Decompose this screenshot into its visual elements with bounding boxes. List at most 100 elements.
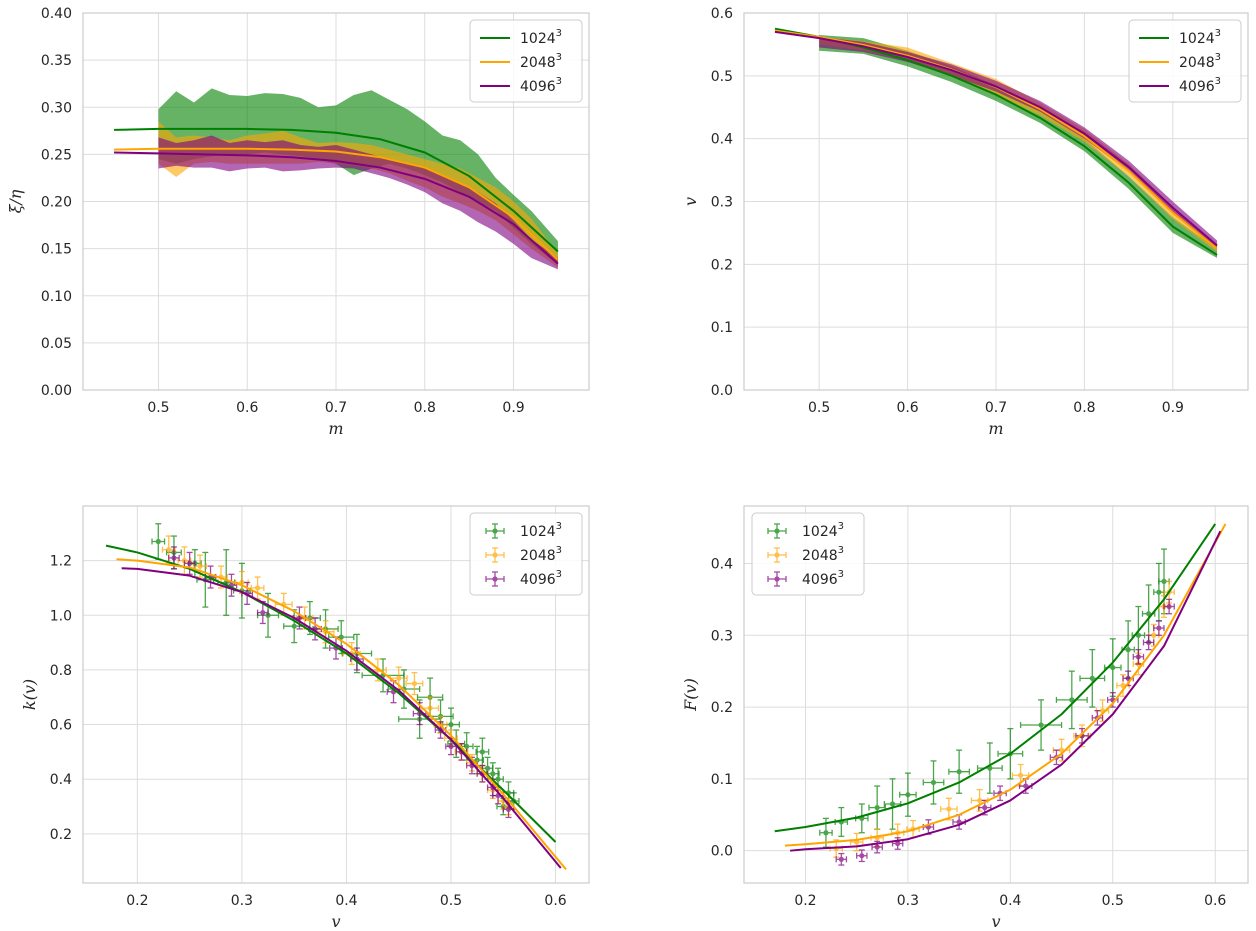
panel4-point-1024 [868,785,887,830]
panel4-marker-2048 [946,806,952,812]
panel4-legend-label: 20483 [802,545,844,564]
panel4-legend-label: 10243 [802,521,844,540]
panel4-point-4096 [856,849,868,863]
panel1-band-1024 [158,88,558,265]
panel3-legend-box [469,512,583,596]
panel4-marker-1024 [1089,675,1095,681]
panel3-legend-label: 10243 [520,521,562,540]
panel4-series-group [774,523,1227,866]
panel3-marker-2048 [427,705,433,711]
panel3-legend-label: 40963 [520,569,562,588]
panel2-frame [743,12,1249,391]
panel2-legend-label: 40963 [1179,76,1221,95]
panel1-y-tick-label: 0.20 [41,195,72,211]
panel3-y-tick-label: 0.4 [50,772,72,788]
panel2-y-axis-label: v [681,197,700,206]
panel4-marker-1024 [889,801,896,807]
panel3-marker-1024 [490,771,496,777]
panel1-legend-label: 10243 [520,28,562,47]
panel3-y-tick-label: 0.6 [50,718,72,734]
panel2-line-4096 [774,30,1218,247]
panel2-x-tick-label: 0.5 [808,400,830,416]
panel4-marker-4096 [1166,603,1172,610]
panel3-fit-2048 [116,558,567,870]
panel3-x-axis-label: v [331,912,340,931]
panel3-marker-1024 [479,749,485,755]
panel3-marker-4096 [260,609,266,616]
panel4-marker-4096 [982,805,988,811]
panel4-point-1024 [899,772,917,817]
panel4-x-tick-label: 0.6 [1204,893,1226,909]
panel4-point-1024 [922,760,945,805]
panel4-x-tick-label: 0.3 [897,893,919,909]
panel4-point-1024 [976,742,1003,794]
panel1-y-tick-label: 0.15 [41,242,72,258]
panel2-legend-label: 20483 [1179,52,1221,71]
panel3-marker-2048 [197,563,203,569]
panel1-y-tick-label: 0.35 [41,53,72,69]
panel4-marker-2048 [977,797,983,804]
panel3-x-tick-label: 0.2 [126,893,148,909]
panel2-x-axis-label: m [988,419,1003,438]
panel4-point-4096 [1153,620,1165,636]
panel3-marker-1024 [484,765,491,771]
panel4-marker-1024 [1161,578,1167,585]
panel4-legend-swatch [767,523,787,539]
panel3-legend-swatch [485,571,505,587]
panel4-point-4096 [993,785,1007,802]
panel4-marker-4096 [1146,639,1152,646]
panel4-fit-4096 [790,530,1222,852]
panel2-y-tick-label: 0.4 [711,132,733,148]
panel1-x-tick-label: 0.5 [147,400,169,416]
panel4-marker-1024 [1038,722,1044,728]
panel2-x-tick-label: 0.9 [1162,400,1184,416]
panel4-marker-4096 [1156,625,1162,631]
panel4-marker-4096 [838,856,844,862]
panel4-marker-1024 [1156,589,1162,595]
panel3-marker-2048 [166,547,172,553]
panel3-marker-1024 [338,634,344,640]
panel4-x-tick-label: 0.2 [794,893,816,909]
panel2-series-group [774,27,1218,259]
panel1-y-axis-label: ξ/η [6,189,25,213]
panel4-marker-1024 [1110,664,1116,671]
panel1-series-group [114,88,559,270]
panel4-y-tick-label: 0.0 [711,844,733,860]
panel4-marker-1024 [930,779,937,786]
panel2-y-tick-label: 0.6 [711,6,733,22]
panel4-point-1024 [1079,648,1106,708]
panel4-marker-4096 [895,840,901,847]
panel3-marker-2048 [254,585,261,591]
panel4-legend-label: 40963 [802,569,844,588]
panel3-x-tick-label: 0.6 [544,893,566,909]
panel1-line-4096 [114,151,559,265]
panel4-frame [743,505,1249,884]
panel4-marker-4096 [1135,654,1141,660]
panel2-legend: 10243 20483 40963 [1128,19,1242,103]
panel3-y-axis-label: k(v) [20,679,39,710]
panel4-point-4096 [1132,648,1145,665]
panel4-marker-4096 [859,853,865,859]
panel2-y-tick-label: 0.3 [711,195,733,211]
panel1-legend-box [469,19,583,103]
panel3-series-group [105,523,567,870]
panel3-y-tick-label: 0.8 [50,663,72,679]
panel-F-vs-v: 0.2 0.3 0.4 0.5 0.6 0.0 0.1 0.2 0.3 0.4 v F(v) 10243… [681,505,1249,931]
panel3-marker-4096 [171,555,177,561]
panel2-x-tick-label: 0.8 [1073,400,1095,416]
panel4-y-tick-label: 0.2 [711,700,733,716]
panel4-marker-4096 [874,844,880,850]
panel1-x-tick-label: 0.7 [325,400,347,416]
panel1-y-tick-label: 0.10 [41,289,72,305]
panel4-point-4096 [1142,634,1155,651]
panel3-x-tick-label: 0.3 [231,893,253,909]
panel4-point-4096 [835,852,848,866]
panel3-legend-swatch [485,547,505,563]
panel1-line-1024 [114,127,559,253]
panel4-fit-1024 [774,523,1217,833]
panel-xi-over-eta-vs-m: 0.5 0.6 0.7 0.8 0.9 0.00 0.05 0.10 0.15 0.20 0.25 0… [6,6,590,438]
panel1-x-tick-label: 0.6 [236,400,258,416]
panel2-x-tick-label: 0.6 [896,400,918,416]
panel4-point-1024 [948,749,971,794]
